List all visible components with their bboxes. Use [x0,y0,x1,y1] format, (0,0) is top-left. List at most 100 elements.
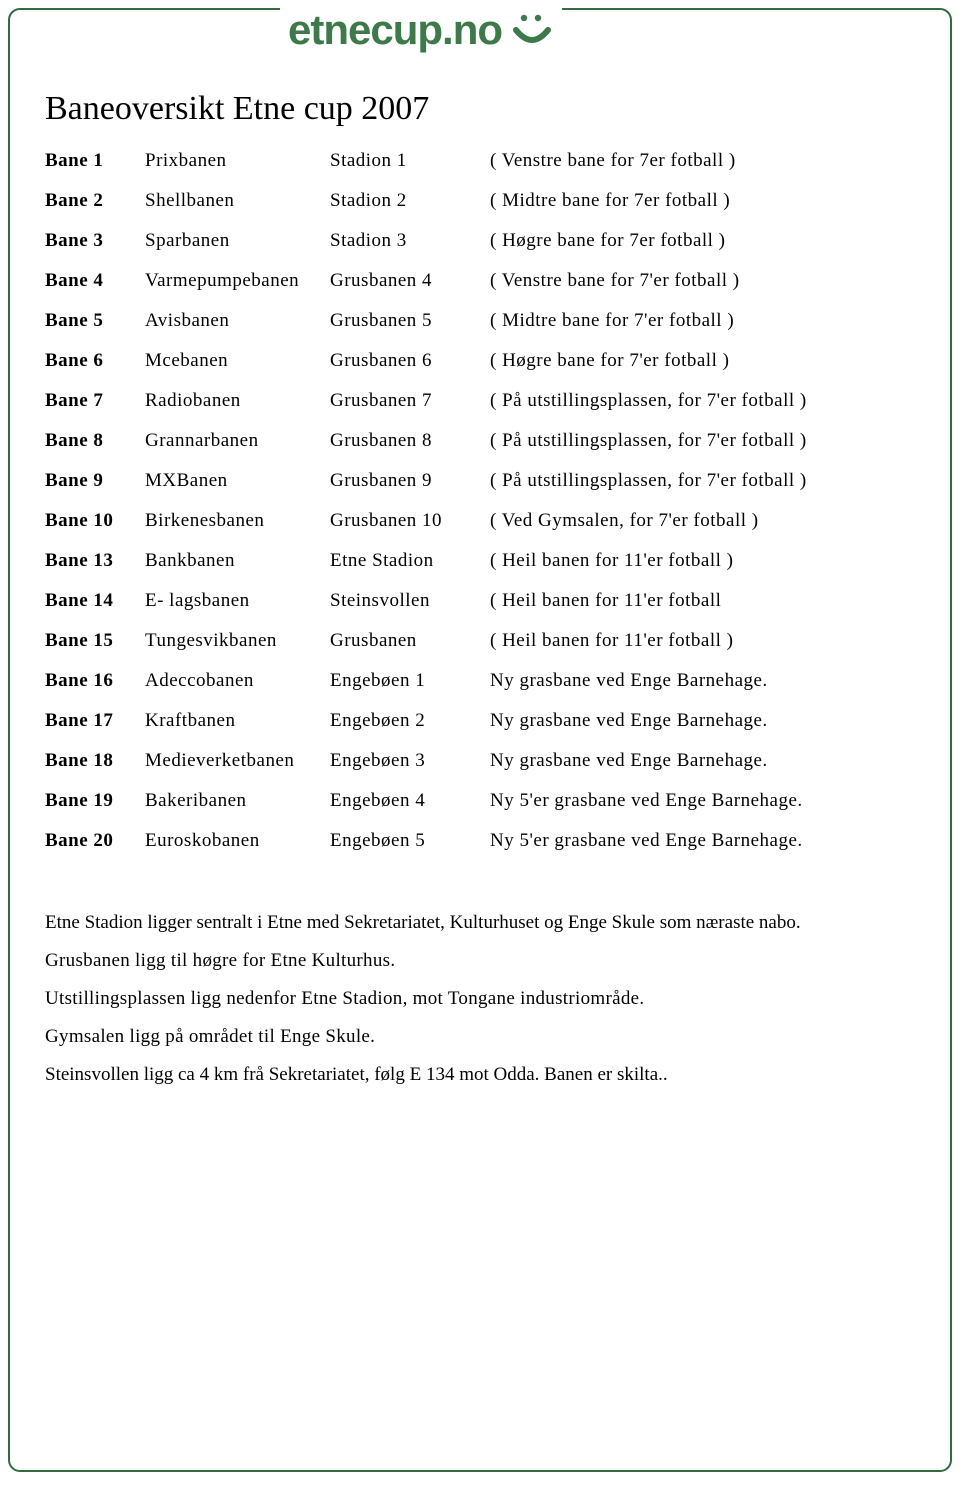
logo: etnecup.no [280,6,562,54]
table-row: Bane 5AvisbanenGrusbanen 5( Midtre bane … [45,310,915,332]
bane-location: Stadion 3 [330,230,490,252]
bane-name: Birkenesbanen [145,510,330,532]
bane-id: Bane 8 [45,430,145,452]
table-row: Bane 9MXBanenGrusbanen 9( På utstillings… [45,470,915,492]
bane-description: Ny grasbane ved Enge Barnehage. [490,670,915,692]
smile-icon [510,8,554,52]
bane-location: Engebøen 3 [330,750,490,772]
bane-description: ( Heil banen for 11'er fotball ) [490,630,915,652]
note-line: Grusbanen ligg til høgre for Etne Kultur… [45,950,915,972]
bane-name: Varmepumpebanen [145,270,330,292]
bane-location: Grusbanen 8 [330,430,490,452]
bane-id: Bane 1 [45,150,145,172]
bane-name: Mcebanen [145,350,330,372]
bane-id: Bane 3 [45,230,145,252]
bane-id: Bane 18 [45,750,145,772]
bane-id: Bane 6 [45,350,145,372]
bane-name: Euroskobanen [145,830,330,852]
table-row: Bane 13BankbanenEtne Stadion( Heil banen… [45,550,915,572]
notes-section: Etne Stadion ligger sentralt i Etne med … [45,912,915,1086]
page-title: Baneoversikt Etne cup 2007 [45,90,915,128]
bane-description: ( Midtre bane for 7'er fotball ) [490,310,915,332]
bane-location: Engebøen 4 [330,790,490,812]
logo-text: etnecup.no [288,6,502,54]
table-row: Bane 18MedieverketbanenEngebøen 3Ny gras… [45,750,915,772]
bane-description: Ny grasbane ved Enge Barnehage. [490,710,915,732]
bane-location: Grusbanen 6 [330,350,490,372]
bane-name: Prixbanen [145,150,330,172]
bane-description: ( Venstre bane for 7er fotball ) [490,150,915,172]
bane-id: Bane 2 [45,190,145,212]
bane-name: Kraftbanen [145,710,330,732]
bane-name: Bakeribanen [145,790,330,812]
bane-location: Grusbanen 4 [330,270,490,292]
table-row: Bane 7RadiobanenGrusbanen 7( På utstilli… [45,390,915,412]
bane-id: Bane 13 [45,550,145,572]
bane-description: Ny grasbane ved Enge Barnehage. [490,750,915,772]
bane-description: ( Midtre bane for 7er fotball ) [490,190,915,212]
table-row: Bane 2ShellbanenStadion 2( Midtre bane f… [45,190,915,212]
table-row: Bane 14E- lagsbanenSteinsvollen( Heil ba… [45,590,915,612]
bane-id: Bane 7 [45,390,145,412]
bane-location: Grusbanen [330,630,490,652]
bane-id: Bane 14 [45,590,145,612]
table-row: Bane 19BakeribanenEngebøen 4Ny 5'er gras… [45,790,915,812]
bane-description: Ny 5'er grasbane ved Enge Barnehage. [490,790,915,812]
bane-location: Grusbanen 9 [330,470,490,492]
table-row: Bane 10BirkenesbanenGrusbanen 10( Ved Gy… [45,510,915,532]
table-row: Bane 16AdeccobanenEngebøen 1Ny grasbane … [45,670,915,692]
bane-id: Bane 19 [45,790,145,812]
note-line: Gymsalen ligg på området til Enge Skule. [45,1026,915,1048]
bane-name: Radiobanen [145,390,330,412]
bane-description: ( Heil banen for 11'er fotball [490,590,915,612]
table-row: Bane 6McebanenGrusbanen 6( Høgre bane fo… [45,350,915,372]
bane-location: Engebøen 2 [330,710,490,732]
table-row: Bane 17KraftbanenEngebøen 2Ny grasbane v… [45,710,915,732]
bane-description: ( På utstillingsplassen, for 7'er fotbal… [490,430,915,452]
bane-description: ( Ved Gymsalen, for 7'er fotball ) [490,510,915,532]
bane-location: Grusbanen 5 [330,310,490,332]
bane-location: Grusbanen 10 [330,510,490,532]
bane-location: Engebøen 5 [330,830,490,852]
bane-location: Stadion 2 [330,190,490,212]
bane-name: Tungesvikbanen [145,630,330,652]
page-frame: etnecup.no Baneoversikt Etne cup 2007 Ba… [8,8,952,1472]
bane-location: Etne Stadion [330,550,490,572]
bane-id: Bane 20 [45,830,145,852]
bane-name: Sparbanen [145,230,330,252]
bane-id: Bane 17 [45,710,145,732]
table-row: Bane 15TungesvikbanenGrusbanen( Heil ban… [45,630,915,652]
bane-name: Avisbanen [145,310,330,332]
bane-id: Bane 9 [45,470,145,492]
note-line: Utstillingsplassen ligg nedenfor Etne St… [45,988,915,1010]
bane-name: Medieverketbanen [145,750,330,772]
bane-location: Grusbanen 7 [330,390,490,412]
bane-description: ( På utstillingsplassen, for 7'er fotbal… [490,390,915,412]
bane-name: MXBanen [145,470,330,492]
bane-id: Bane 4 [45,270,145,292]
note-line: Steinsvollen ligg ca 4 km frå Sekretaria… [45,1064,915,1086]
bane-name: Adeccobanen [145,670,330,692]
table-row: Bane 3SparbanenStadion 3( Høgre bane for… [45,230,915,252]
bane-name: E- lagsbanen [145,590,330,612]
bane-location: Engebøen 1 [330,670,490,692]
bane-description: ( Venstre bane for 7'er fotball ) [490,270,915,292]
bane-id: Bane 5 [45,310,145,332]
bane-description: ( På utstillingsplassen, for 7'er fotbal… [490,470,915,492]
table-row: Bane 1PrixbanenStadion 1( Venstre bane f… [45,150,915,172]
bane-location: Steinsvollen [330,590,490,612]
bane-id: Bane 15 [45,630,145,652]
note-line: Etne Stadion ligger sentralt i Etne med … [45,912,915,934]
table-row: Bane 8GrannarbanenGrusbanen 8( På utstil… [45,430,915,452]
bane-description: Ny 5'er grasbane ved Enge Barnehage. [490,830,915,852]
bane-description: ( Høgre bane for 7er fotball ) [490,230,915,252]
bane-name: Grannarbanen [145,430,330,452]
bane-id: Bane 16 [45,670,145,692]
bane-description: ( Høgre bane for 7'er fotball ) [490,350,915,372]
pitch-table: Bane 1PrixbanenStadion 1( Venstre bane f… [45,150,915,852]
table-row: Bane 4VarmepumpebanenGrusbanen 4( Venstr… [45,270,915,292]
bane-location: Stadion 1 [330,150,490,172]
bane-id: Bane 10 [45,510,145,532]
bane-description: ( Heil banen for 11'er fotball ) [490,550,915,572]
table-row: Bane 20EuroskobanenEngebøen 5Ny 5'er gra… [45,830,915,852]
